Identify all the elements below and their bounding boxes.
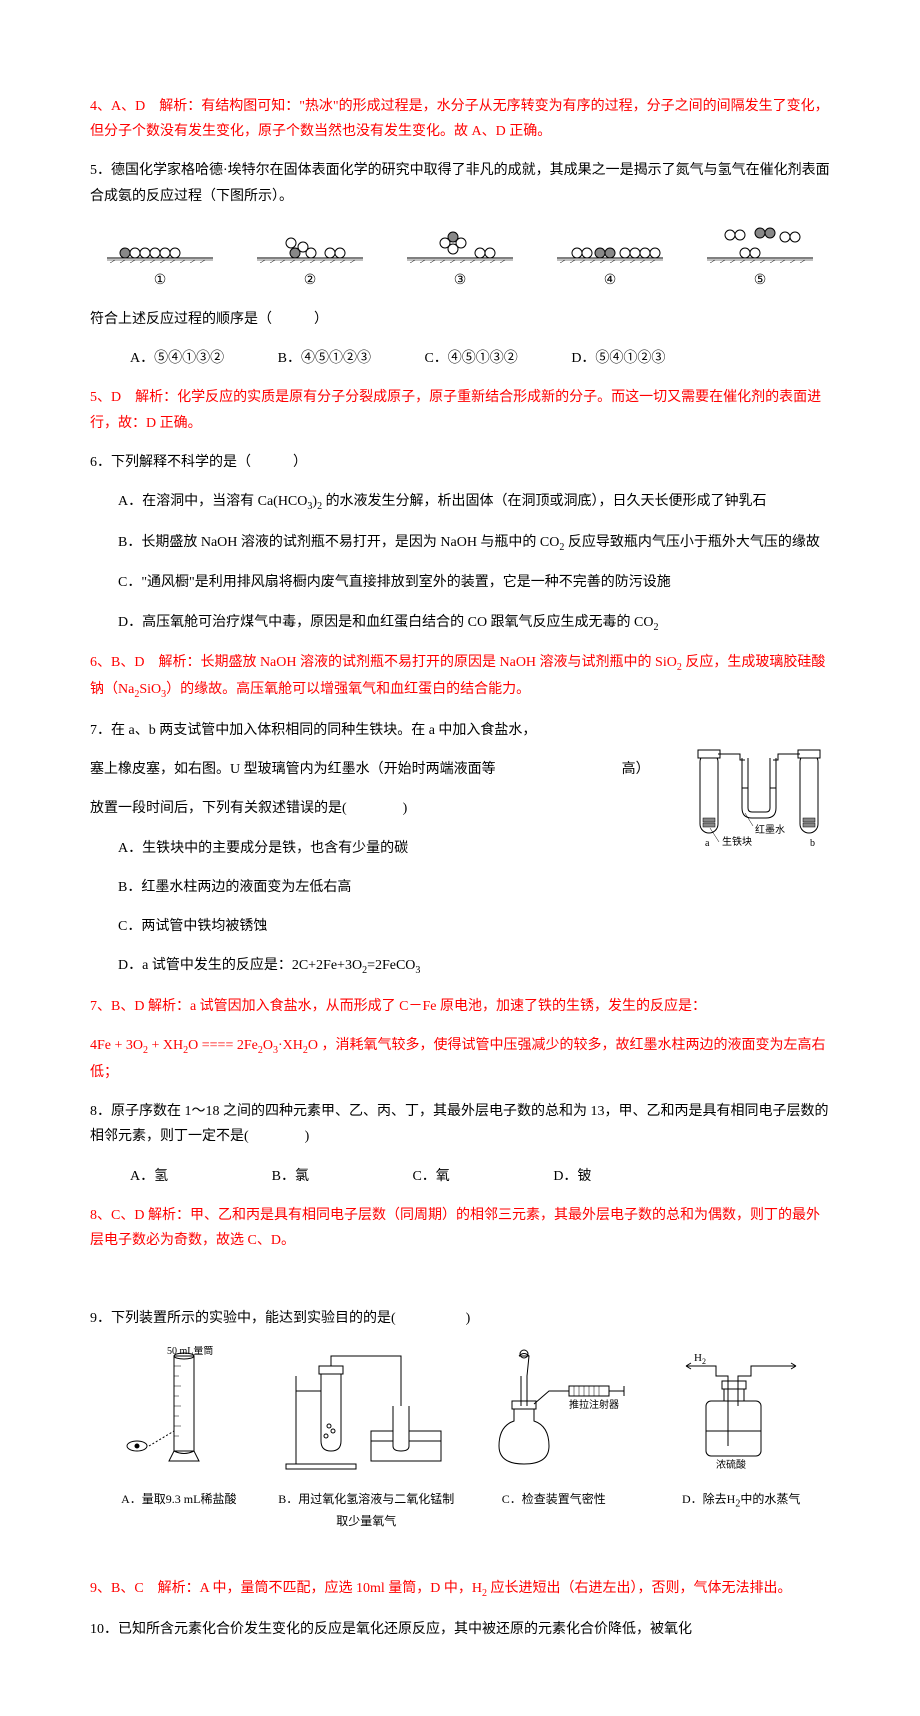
- q9-a-vol-label: 50 mL量筒: [167, 1346, 213, 1357]
- q5-label-4: ④: [604, 273, 617, 288]
- q5-options: A．⑤④①③② B．④⑤①②③ C．④⑤①③② D．⑤④①②③: [90, 346, 830, 371]
- q9-answer: 9、B、C 解析：A 中，量筒不匹配，应选 10ml 量筒，D 中，H2 应长进…: [90, 1576, 830, 1603]
- q7-ans2-p2: + XH: [148, 1038, 183, 1053]
- q9-stem: 9．下列装置所示的实验中，能达到实验目的的是( ): [90, 1306, 830, 1331]
- q6-ans-p3: SiO: [139, 682, 161, 697]
- q6-d-sub: 2: [654, 621, 659, 632]
- q5-diagram-4: ④: [550, 223, 670, 293]
- q5-diagram-3: ③: [400, 223, 520, 293]
- q5-label-2: ②: [304, 273, 317, 288]
- q9-d-prefix: D．除去H: [682, 1492, 735, 1506]
- q6-d-prefix: D．高压氧舱可治疗煤气中毒，原因是和血红蛋白结合的 CO 跟氧气反应生成无毒的 …: [118, 615, 654, 630]
- q8-option-b: B．氯: [272, 1164, 309, 1189]
- q6-answer: 6、B、D 解析：长期盛放 NaOH 溶液的试剂瓶不易打开的原因是 NaOH 溶…: [90, 650, 830, 704]
- q5-diagram-2: ②: [250, 223, 370, 293]
- q5-diagram-row: ① ② ③: [90, 223, 830, 293]
- q6-ans-p1: 6、B、D 解析：长期盛放 NaOH 溶液的试剂瓶不易打开的原因是 NaOH 溶…: [90, 655, 677, 670]
- q5-option-b: B．④⑤①②③: [278, 346, 371, 371]
- q8-option-d: D．铍: [553, 1164, 591, 1189]
- q7-fig-a-label: a: [705, 838, 710, 849]
- q9-diagram-d: H2 浓硫酸 D．除去H2中的水蒸气: [652, 1346, 830, 1532]
- q7-fig-b-label: b: [810, 838, 815, 849]
- q7-figure: 红墨水 生铁块 a b: [690, 738, 830, 867]
- q5-option-a: A．⑤④①③②: [130, 346, 224, 371]
- q7-answer-line1: 7、B、D 解析：a 试管因加入食盐水，从而形成了 C－Fe 原电池，加速了铁的…: [90, 994, 830, 1019]
- q9-d-h2-label: H2: [694, 1352, 706, 1366]
- q8-answer: 8、C、D 解析：甲、乙和丙是具有相同电子层数（同周期）的相邻三元素，其最外层电…: [90, 1203, 830, 1253]
- q8-options: A．氢 B．氯 C．氧 D．铍: [90, 1164, 830, 1189]
- q7-d-sub2: 3: [415, 965, 420, 976]
- q7-fig-iron-label: 生铁块: [722, 835, 752, 848]
- q5-stem: 5．德国化学家格哈德·埃特尔在固体表面化学的研究中取得了非凡的成就，其成果之一是…: [90, 158, 830, 208]
- q6-a-suffix: 的水液发生分解，析出固体（在洞顶或洞底），日久天长便形成了钟乳石: [322, 494, 767, 509]
- q9-caption-a: A．量取9.3 mL稀盐酸: [90, 1489, 268, 1511]
- q7-option-d: D．a 试管中发生的反应是：2C+2Fe+3O2=2FeCO3: [90, 953, 830, 980]
- q9-diagram-a: 50 mL量筒 A．量取9.3 mL稀盐酸: [90, 1346, 268, 1532]
- q9-c-syringe-label: 推拉注射器: [569, 1398, 619, 1411]
- q9-ans-prefix: 9、B、C 解析：A 中，量筒不匹配，应选 10ml 量筒，D 中，H: [90, 1581, 482, 1596]
- q10-stem: 10．已知所含元素化合价发生变化的反应是氧化还原反应，其中被还原的元素化合价降低…: [90, 1617, 830, 1642]
- q5-diagram-1: ①: [100, 223, 220, 293]
- q6-option-c: C．"通风橱"是利用排风扇将橱内废气直接排放到室外的装置，它是一种不完善的防污设…: [90, 570, 830, 595]
- q8-stem: 8．原子序数在 1～18 之间的四种元素甲、乙、丙、丁，其最外层电子数的总和为 …: [90, 1099, 830, 1149]
- q6-option-a: A．在溶洞中，当溶有 Ca(HCO3)2 的水液发生分解，析出固体（在洞顶或洞底…: [90, 489, 830, 516]
- q7-ans2-p1: 4Fe + 3O: [90, 1038, 143, 1053]
- q5-label-3: ③: [454, 273, 467, 288]
- q5-label-5: ⑤: [754, 273, 767, 288]
- q7-container: 红墨水 生铁块 a b 7．在 a、b 两支试管中加入体积相同的同种生铁块。在 …: [90, 718, 830, 980]
- q7-option-c: C．两试管中铁均被锈蚀: [90, 914, 830, 939]
- q9-diagram-c: 推拉注射器 C．检查装置气密性: [465, 1346, 643, 1532]
- q7-d-suffix: =2FeCO: [367, 958, 415, 973]
- q9-d-acid-label: 浓硫酸: [716, 1458, 746, 1471]
- q5-option-d: D．⑤④①②③: [571, 346, 665, 371]
- q6-a-prefix: A．在溶洞中，当溶有 Ca(HCO: [118, 494, 307, 509]
- q5-diagram-5: ⑤: [700, 223, 820, 293]
- q5-option-c: C．④⑤①③②: [424, 346, 517, 371]
- q9-diagrams: 50 mL量筒 A．量取9.3 mL稀盐酸: [90, 1346, 830, 1532]
- q6-stem: 6．下列解释不科学的是（ ）: [90, 450, 830, 475]
- q5-label-1: ①: [154, 273, 167, 288]
- q7-ans2-p5: ·XH: [278, 1038, 303, 1053]
- q4-answer: 4、A、D 解析：有结构图可知："热冰"的形成过程是，水分子从无序转变为有序的过…: [90, 94, 830, 144]
- q9-caption-c: C．检查装置气密性: [465, 1489, 643, 1511]
- q8-option-a: A．氢: [130, 1164, 168, 1189]
- q8-option-c: C．氧: [412, 1164, 449, 1189]
- q5-answer: 5、D 解析：化学反应的实质是原有分子分裂成原子，原子重新结合形成新的分子。而这…: [90, 385, 830, 435]
- q7-option-b: B．红墨水柱两边的液面变为左低右高: [90, 875, 830, 900]
- q6-b-prefix: B．长期盛放 NaOH 溶液的试剂瓶不易打开，是因为 NaOH 与瓶中的 CO: [118, 535, 559, 550]
- q9-caption-d: D．除去H2中的水蒸气: [652, 1489, 830, 1513]
- q9-caption-b: B．用过氧化氢溶液与二氧化锰制取少量氧气: [277, 1489, 455, 1532]
- q6-a-sub: 3: [307, 501, 312, 512]
- q9-ans-suffix: 应长进短出（右进左出），否则，气体无法排出。: [487, 1581, 792, 1596]
- q7-ans2-p3: O ==== 2Fe: [188, 1038, 258, 1053]
- q5-prompt: 符合上述反应过程的顺序是（ ）: [90, 307, 830, 332]
- q6-b-suffix: 反应导致瓶内气压小于瓶外大气压的缘故: [564, 535, 820, 550]
- q7-ans2-p4: O: [263, 1038, 273, 1053]
- q9-diagram-b: B．用过氧化氢溶液与二氧化锰制取少量氧气: [277, 1346, 455, 1532]
- q7-fig-ink-label: 红墨水: [755, 823, 785, 836]
- q7-d-prefix: D．a 试管中发生的反应是：2C+2Fe+3O: [118, 958, 362, 973]
- q6-option-b: B．长期盛放 NaOH 溶液的试剂瓶不易打开，是因为 NaOH 与瓶中的 CO2…: [90, 530, 830, 557]
- q6-option-d: D．高压氧舱可治疗煤气中毒，原因是和血红蛋白结合的 CO 跟氧气反应生成无毒的 …: [90, 610, 830, 637]
- q9-d-suffix: 中的水蒸气: [740, 1492, 800, 1506]
- q6-ans-p4: ）的缘故。高压氧舱可以增强氧气和血红蛋白的结合能力。: [166, 682, 530, 697]
- q7-answer-line2: 4Fe + 3O2 + XH2O ==== 2Fe2O3·XH2O ，消耗氧气较…: [90, 1033, 830, 1085]
